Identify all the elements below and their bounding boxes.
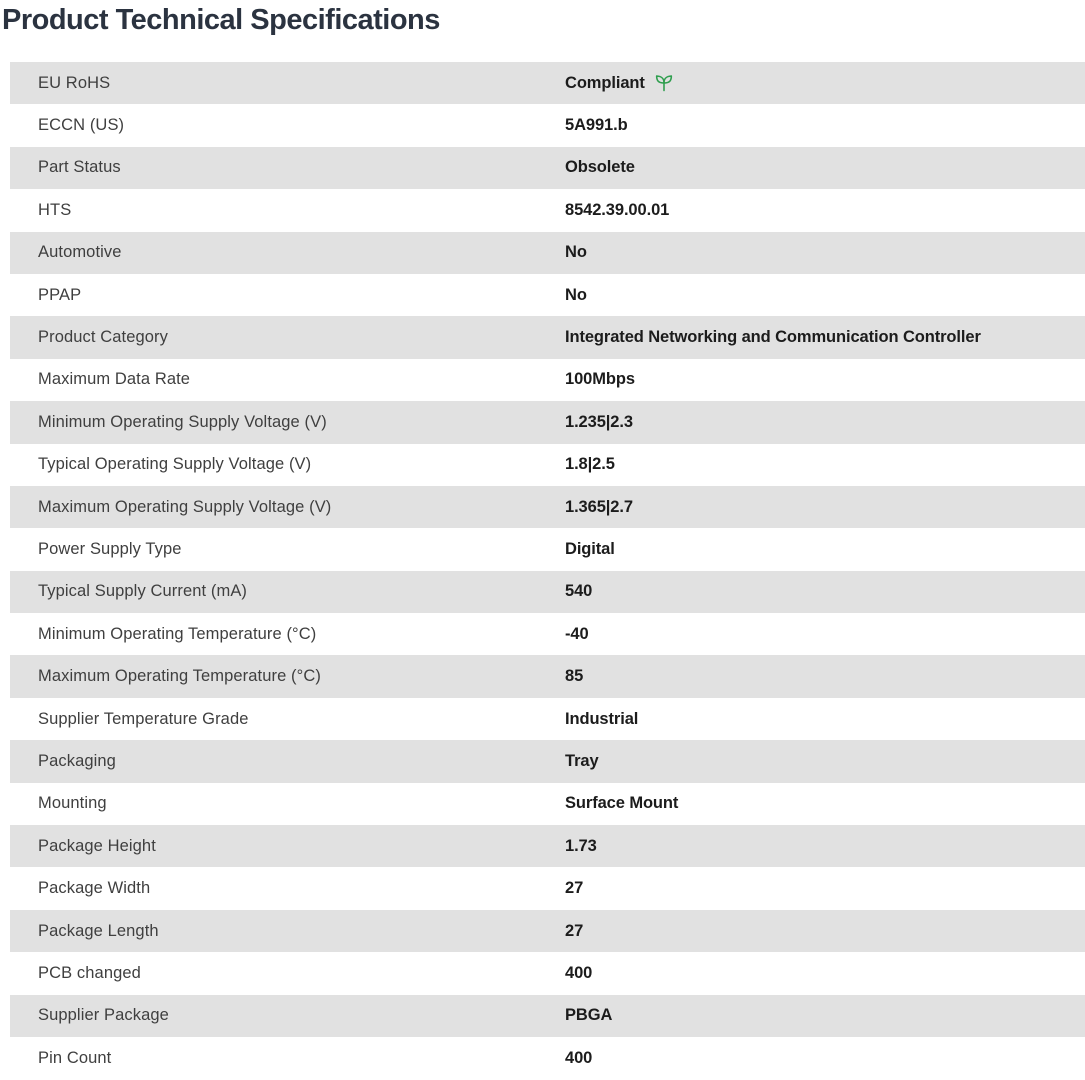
spec-value-text: 8542.39.00.01: [565, 200, 670, 219]
spec-value: No: [565, 243, 1085, 262]
spec-value: PBGA: [565, 1006, 1085, 1025]
spec-label: Package Height: [38, 836, 156, 855]
spec-value: 100Mbps: [565, 370, 1085, 389]
spec-label: Power Supply Type: [38, 539, 182, 558]
spec-value: 27: [565, 879, 1085, 898]
spec-label: Automotive: [38, 243, 122, 262]
table-row: Mounting Surface Mount: [10, 782, 1085, 826]
spec-label: Supplier Temperature Grade: [38, 709, 249, 728]
spec-label: Maximum Operating Temperature (°C): [38, 667, 321, 686]
spec-value: Digital: [565, 540, 1085, 559]
page-title: Product Technical Specifications: [2, 4, 440, 36]
table-row: PCB changed 400: [10, 952, 1085, 995]
spec-value-text: Obsolete: [565, 158, 635, 177]
table-row: Typical Operating Supply Voltage (V) 1.8…: [10, 443, 1085, 486]
spec-value-text: PBGA: [565, 1006, 613, 1025]
spec-label: Maximum Operating Supply Voltage (V): [38, 497, 332, 516]
spec-label: Supplier Package: [38, 1006, 169, 1025]
table-row: Package Height 1.73: [10, 825, 1085, 868]
spec-label: Pin Count: [38, 1048, 112, 1067]
spec-label: Product Category: [38, 328, 168, 347]
spec-value-text: 540: [565, 582, 593, 601]
spec-value: Surface Mount: [565, 794, 1085, 813]
table-row: Package Width 27: [10, 867, 1085, 910]
spec-value: No: [565, 286, 1085, 305]
spec-label: Package Length: [38, 921, 159, 940]
spec-label: Part Status: [38, 158, 121, 177]
table-row: Package Length 27: [10, 909, 1085, 953]
spec-value-text: 27: [565, 921, 584, 940]
spec-value: 27: [565, 922, 1085, 941]
spec-label: ECCN (US): [38, 116, 125, 135]
spec-value: 400: [565, 964, 1085, 983]
table-row: EU RoHS Compliant: [10, 62, 1085, 105]
spec-value-text: 100Mbps: [565, 370, 635, 389]
spec-value-text: 85: [565, 667, 584, 686]
spec-value: Integrated Networking and Communication …: [565, 328, 1085, 347]
table-row: Minimum Operating Temperature (°C) -40: [10, 613, 1085, 656]
table-row: Product Category Integrated Networking a…: [10, 316, 1085, 359]
spec-value: 540: [565, 582, 1085, 601]
spec-value-text: 1.73: [565, 836, 597, 855]
spec-value: Industrial: [565, 710, 1085, 729]
table-row: Maximum Data Rate 100Mbps: [10, 358, 1085, 402]
spec-value-text: -40: [565, 624, 589, 643]
leaf-icon: [654, 73, 674, 93]
spec-label: PCB changed: [38, 963, 141, 982]
spec-value: 5A991.b: [565, 116, 1085, 135]
spec-value-text: 27: [565, 879, 584, 898]
spec-value-text: Surface Mount: [565, 794, 679, 813]
table-row: HTS 8542.39.00.01: [10, 189, 1085, 232]
spec-label: Mounting: [38, 794, 107, 813]
spec-label: Packaging: [38, 751, 116, 770]
table-row: Supplier Package PBGA: [10, 994, 1085, 1037]
spec-value: Compliant: [565, 73, 1085, 93]
spec-value-text: 5A991.b: [565, 116, 628, 135]
spec-value: -40: [565, 625, 1085, 644]
spec-value-text: 400: [565, 963, 593, 982]
spec-value-text: 1.8|2.5: [565, 455, 615, 474]
table-row: Minimum Operating Supply Voltage (V) 1.2…: [10, 401, 1085, 444]
table-row: Maximum Operating Supply Voltage (V) 1.3…: [10, 485, 1085, 529]
spec-value-text: Tray: [565, 751, 599, 770]
table-row: Automotive No: [10, 231, 1085, 274]
spec-table: EU RoHS Compliant ECCN (US) 5A991.b Part…: [10, 62, 1085, 1080]
table-row: Maximum Operating Temperature (°C) 85: [10, 655, 1085, 698]
spec-value-text: Integrated Networking and Communication …: [565, 328, 981, 347]
table-row: Power Supply Type Digital: [10, 528, 1085, 571]
spec-value-text: Compliant: [565, 73, 645, 92]
spec-value: 85: [565, 667, 1085, 686]
spec-label: Typical Supply Current (mA): [38, 582, 248, 601]
spec-value-text: 400: [565, 1048, 593, 1067]
table-row: Packaging Tray: [10, 740, 1085, 783]
table-row: PPAP No: [10, 273, 1085, 317]
table-row: Part Status Obsolete: [10, 146, 1085, 190]
spec-value: 1.73: [565, 837, 1085, 856]
spec-value-text: No: [565, 243, 587, 262]
spec-value: 1.235|2.3: [565, 413, 1085, 432]
spec-value-text: 1.365|2.7: [565, 497, 633, 516]
spec-label: Maximum Data Rate: [38, 370, 191, 389]
spec-label: EU RoHS: [38, 73, 111, 92]
spec-label: Package Width: [38, 879, 151, 898]
spec-value: Obsolete: [565, 158, 1085, 177]
spec-value-text: 1.235|2.3: [565, 412, 633, 431]
spec-label: Typical Operating Supply Voltage (V): [38, 455, 312, 474]
spec-value-text: Digital: [565, 539, 615, 558]
spec-value: 1.365|2.7: [565, 498, 1085, 517]
spec-value-text: No: [565, 285, 587, 304]
table-row: ECCN (US) 5A991.b: [10, 104, 1085, 147]
spec-label: PPAP: [38, 285, 82, 304]
spec-value: 8542.39.00.01: [565, 201, 1085, 220]
spec-value: Tray: [565, 752, 1085, 771]
spec-label: HTS: [38, 200, 72, 219]
spec-label: Minimum Operating Temperature (°C): [38, 624, 317, 643]
spec-value-text: Industrial: [565, 709, 639, 728]
table-row: Typical Supply Current (mA) 540: [10, 570, 1085, 614]
spec-value: 400: [565, 1049, 1085, 1068]
table-row: Supplier Temperature Grade Industrial: [10, 697, 1085, 741]
spec-value: 1.8|2.5: [565, 455, 1085, 474]
spec-label: Minimum Operating Supply Voltage (V): [38, 412, 327, 431]
table-row: Pin Count 400: [10, 1036, 1085, 1080]
